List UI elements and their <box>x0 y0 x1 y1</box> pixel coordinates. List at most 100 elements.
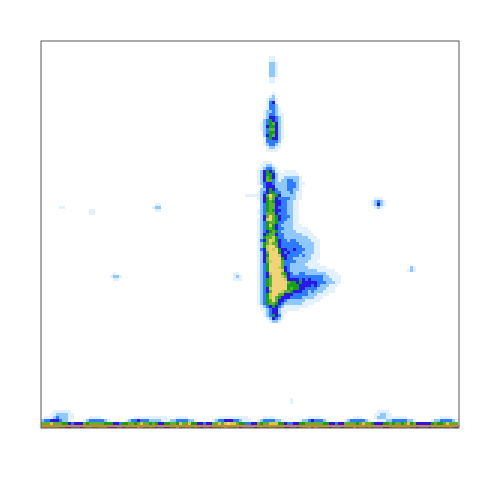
heatmap-cell <box>266 305 269 308</box>
heatmap-cell <box>296 269 299 272</box>
heatmap-cell <box>293 296 296 299</box>
heatmap-cell <box>287 173 290 176</box>
heatmap-cell <box>296 299 299 302</box>
heatmap-cell <box>140 419 143 422</box>
heatmap-cell <box>317 248 320 251</box>
heatmap-cell <box>92 209 95 212</box>
heatmap-cell <box>302 236 305 239</box>
heatmap-cell <box>257 218 260 221</box>
heatmap-cell <box>314 419 317 422</box>
heatmap-cell <box>152 416 155 419</box>
heatmap-cell <box>299 278 302 281</box>
heatmap-cell <box>260 230 263 233</box>
heatmap-cell <box>275 317 278 320</box>
heatmap-cell <box>266 182 269 185</box>
heatmap-cell <box>296 308 299 311</box>
heatmap-cell <box>290 188 293 191</box>
heatmap-cell <box>236 416 239 419</box>
heatmap-cell <box>290 308 293 311</box>
heatmap-cell <box>44 419 47 422</box>
heatmap-cell <box>101 422 104 425</box>
heatmap-cell <box>266 233 269 236</box>
heatmap-cell <box>299 254 302 257</box>
heatmap-cell <box>278 314 281 317</box>
heatmap-cell <box>269 65 272 68</box>
heatmap-cell <box>89 422 92 425</box>
heatmap-cell <box>296 224 299 227</box>
heatmap-cell <box>272 272 275 275</box>
heatmap-cell <box>260 233 263 236</box>
heatmap-cell <box>434 419 437 422</box>
heatmap-cell <box>287 254 290 257</box>
heatmap-cell <box>293 302 296 305</box>
heatmap-cell <box>266 239 269 242</box>
heatmap-cell <box>287 194 290 197</box>
heatmap-cell <box>272 188 275 191</box>
heatmap-cell <box>305 278 308 281</box>
heatmap-cell <box>263 161 266 164</box>
heatmap-cell <box>284 281 287 284</box>
heatmap-cell <box>275 269 278 272</box>
heatmap-cell <box>272 266 275 269</box>
heatmap-cell <box>302 419 305 422</box>
heatmap-cell <box>263 230 266 233</box>
heatmap-cell <box>380 419 383 422</box>
heatmap-cell <box>446 419 449 422</box>
heatmap-cell <box>281 230 284 233</box>
heatmap-cell <box>422 422 425 425</box>
heatmap-cell <box>299 266 302 269</box>
heatmap-cell <box>341 422 344 425</box>
heatmap-cell <box>296 215 299 218</box>
heatmap-cell <box>263 167 266 170</box>
heatmap-cell <box>311 272 314 275</box>
heatmap-cell <box>380 197 383 200</box>
heatmap-cell <box>113 278 116 281</box>
heatmap-cell <box>401 422 404 425</box>
heatmap-cell <box>269 224 272 227</box>
heatmap-cell <box>290 242 293 245</box>
heatmap-cell <box>377 206 380 209</box>
heatmap-cell <box>158 203 161 206</box>
heatmap-cell <box>260 185 263 188</box>
heatmap-cell <box>305 293 308 296</box>
heatmap-cell <box>335 422 338 425</box>
heatmap-cell <box>263 233 266 236</box>
heatmap-cell <box>275 65 278 68</box>
heatmap-cell <box>281 272 284 275</box>
heatmap-cell <box>47 416 50 419</box>
heatmap-cell <box>119 422 122 425</box>
heatmap-cell <box>269 284 272 287</box>
heatmap-cell <box>296 290 299 293</box>
heatmap-cell <box>287 287 290 290</box>
heatmap-cell <box>266 299 269 302</box>
heatmap-cell <box>440 419 443 422</box>
heatmap-cell <box>257 182 260 185</box>
heatmap-cell <box>260 197 263 200</box>
heatmap-cell <box>71 413 74 416</box>
heatmap-cell <box>317 287 320 290</box>
heatmap-cell <box>308 272 311 275</box>
heatmap-cell <box>290 275 293 278</box>
heatmap-cell <box>299 233 302 236</box>
heatmap-cell <box>293 188 296 191</box>
heatmap-cell <box>293 200 296 203</box>
heatmap-cell <box>263 281 266 284</box>
heatmap-cell <box>269 317 272 320</box>
heatmap-cell <box>296 197 299 200</box>
heatmap-cell <box>275 239 278 242</box>
heatmap-cell <box>269 248 272 251</box>
heatmap-cell <box>284 170 287 173</box>
heatmap-cell <box>317 422 320 425</box>
heatmap-cell <box>281 215 284 218</box>
heatmap-cell <box>197 422 200 425</box>
heatmap-cell <box>281 221 284 224</box>
heatmap-cell <box>260 269 263 272</box>
heatmap-cell <box>296 179 299 182</box>
heatmap-cell <box>272 68 275 71</box>
heatmap-cell <box>272 92 275 95</box>
heatmap-cell <box>263 137 266 140</box>
heatmap-cell <box>350 422 353 425</box>
heatmap-cell <box>410 419 413 422</box>
heatmap-cell <box>263 164 266 167</box>
heatmap-cell <box>296 272 299 275</box>
